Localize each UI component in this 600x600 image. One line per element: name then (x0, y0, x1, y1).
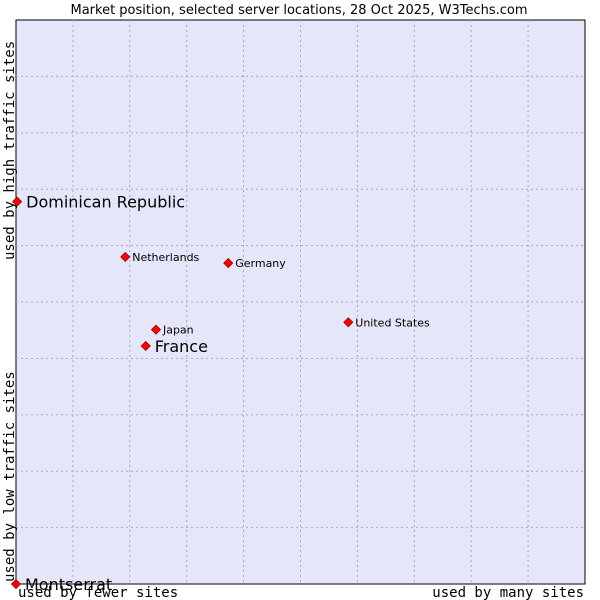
point-label-germany: Germany (235, 257, 286, 270)
point-label-france: France (155, 337, 208, 356)
chart-title: Market position, selected server locatio… (70, 3, 527, 18)
point-marker-united-states (343, 317, 354, 328)
grid-lines (16, 20, 585, 584)
point-label-japan: Japan (162, 324, 194, 337)
point-label-united-states: United States (355, 316, 430, 329)
point-marker-france (140, 340, 151, 352)
point-marker-germany (223, 258, 234, 269)
point-marker-netherlands (120, 251, 131, 262)
point-label-dominican-republic: Dominican Republic (26, 193, 185, 212)
x-axis-label-right: used by many sites (432, 585, 584, 600)
point-label-montserrat: Montserrat (25, 575, 112, 594)
x-axis-label-left: used by fewer sites (18, 585, 178, 600)
point-marker-montserrat (10, 578, 22, 590)
point-marker-japan (150, 324, 162, 335)
data-points: Dominican Republic Netherlands Germany Unit… (10, 193, 430, 594)
y-axis-label-top: used by high traffic sites (2, 41, 18, 260)
point-label-netherlands: Netherlands (132, 251, 199, 264)
y-axis-label-bottom: used by low traffic sites (2, 371, 18, 582)
point-marker-dominican-republic (12, 196, 23, 207)
